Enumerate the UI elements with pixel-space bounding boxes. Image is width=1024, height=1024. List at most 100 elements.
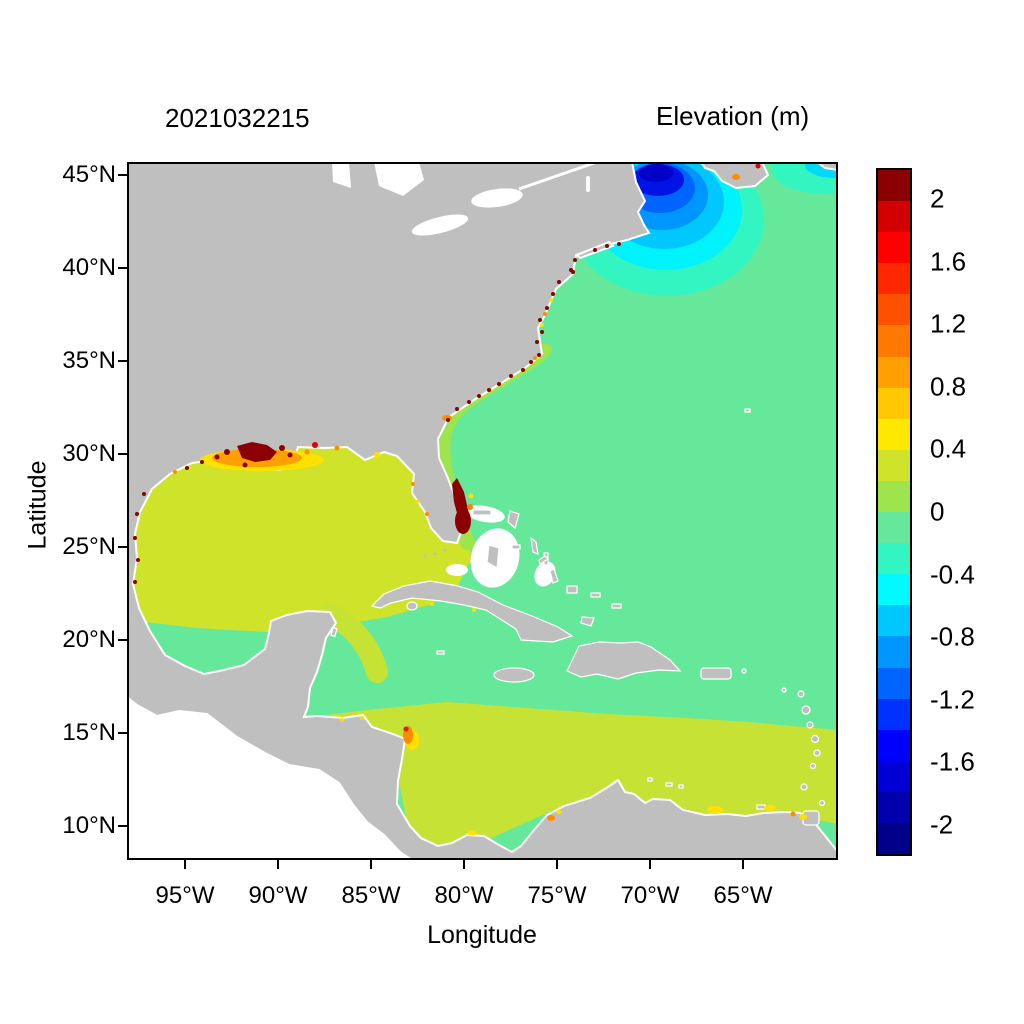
- colorbar-label: 0.8: [930, 371, 967, 402]
- colorbar-segment: [878, 201, 910, 233]
- colorbar-label: -0.4: [930, 559, 975, 590]
- colorbar-label: -1.2: [930, 684, 975, 715]
- x-axis-label: Longitude: [427, 921, 537, 949]
- x-tick-label: 90°W: [248, 882, 308, 909]
- y-tick-label: 30°N: [62, 440, 116, 467]
- colorbar-segment: [878, 356, 910, 388]
- colorbar-segment: [878, 294, 910, 326]
- x-tick-mark: [649, 860, 651, 869]
- y-tick-mark: [118, 732, 127, 734]
- colorbar-segment: [878, 698, 910, 730]
- isla-juventud: [406, 601, 418, 611]
- florida-keys: [423, 548, 447, 558]
- y-tick-label: 15°N: [62, 719, 116, 746]
- lake-champlain: [586, 176, 590, 192]
- y-tick-mark: [118, 639, 127, 641]
- aruba: [647, 777, 653, 782]
- colorbar-label: -1.6: [930, 746, 975, 777]
- curacao: [665, 782, 673, 787]
- colorbar-label: 1.6: [930, 246, 967, 277]
- x-tick-mark: [370, 860, 372, 869]
- colorbar-segment: [878, 822, 910, 855]
- colorbar-segment: [878, 574, 910, 606]
- lake-ontario: [471, 188, 523, 208]
- colorbar-label: -0.8: [930, 621, 975, 652]
- puerto-rico: [700, 667, 732, 680]
- map-plot-area: [126, 144, 882, 861]
- x-tick-mark: [277, 860, 279, 869]
- colorbar-segment: [878, 543, 910, 575]
- y-tick-mark: [118, 267, 127, 269]
- bahamas: [472, 408, 751, 627]
- lesser-antilles: [647, 668, 826, 826]
- colorbar-label: 2: [930, 183, 945, 214]
- colorbar-label: 1.2: [930, 308, 967, 339]
- hispaniola: [566, 641, 682, 680]
- colorbar-scale: [876, 168, 912, 856]
- x-tick-label: 75°W: [527, 882, 587, 909]
- caribbean-field: [304, 702, 838, 846]
- colorbar-segment: [878, 418, 910, 450]
- y-tick-label: 20°N: [62, 626, 116, 653]
- americas-mainland: [126, 161, 839, 861]
- margarita: [756, 804, 766, 810]
- colorbar-segment: [878, 729, 910, 761]
- colorbar-segment: [878, 170, 910, 202]
- y-tick-label: 40°N: [62, 254, 116, 281]
- y-tick-label: 10°N: [62, 812, 116, 839]
- x-tick-label: 85°W: [341, 882, 401, 909]
- x-tick-label: 95°W: [155, 882, 215, 909]
- jamaica: [493, 667, 535, 683]
- y-tick-mark: [118, 174, 127, 176]
- positive-anomaly-specks: [133, 163, 807, 836]
- x-tick-label: 80°W: [434, 882, 494, 909]
- colorbar-segment: [878, 791, 910, 823]
- cozumel: [330, 626, 338, 638]
- y-tick-label: 45°N: [62, 161, 116, 188]
- y-tick-label: 35°N: [62, 347, 116, 374]
- colorbar-segment: [878, 636, 910, 668]
- gulf-of-mexico-field: [127, 424, 471, 632]
- islands: [330, 408, 826, 826]
- colorbar-title: Elevation (m): [656, 101, 810, 131]
- colorbar-segment: [878, 512, 910, 544]
- colorbar-segment: [878, 760, 910, 792]
- colorbar-segment: [878, 325, 910, 357]
- colorbar-label: 0: [930, 496, 945, 527]
- x-tick-label: 70°W: [620, 882, 680, 909]
- colorbar-segment: [878, 232, 910, 264]
- cayman: [436, 650, 445, 655]
- ocean-positive-regions: [127, 343, 838, 846]
- colorbar-label: 0.4: [930, 433, 967, 464]
- timestamp-title: 2021032215: [165, 103, 310, 133]
- pacific-no-data: [127, 697, 412, 860]
- x-tick-mark: [184, 860, 186, 869]
- colorbar-label: -2: [930, 809, 954, 840]
- x-tick-label: 65°W: [713, 882, 773, 909]
- cuba: [370, 580, 574, 643]
- st-lawrence-river: [518, 160, 598, 191]
- colorbar-segment: [878, 387, 910, 419]
- lake-michigan: [332, 162, 351, 188]
- bermuda: [744, 408, 751, 413]
- colorbar-segment: [878, 449, 910, 481]
- great-lakes: [332, 160, 598, 236]
- colorbar-segment: [878, 480, 910, 513]
- colorbar-segment: [878, 263, 910, 295]
- plot-frame: [127, 162, 838, 860]
- x-tick-mark: [742, 860, 744, 869]
- y-tick-mark: [118, 453, 127, 455]
- y-tick-label: 25°N: [62, 533, 116, 560]
- yucatan-channel-tongue: [319, 603, 388, 683]
- x-tick-mark: [463, 860, 465, 869]
- colorbar-segment: [878, 667, 910, 699]
- elevation-map: [126, 144, 882, 861]
- lake-huron: [374, 162, 424, 196]
- x-tick-mark: [556, 860, 558, 869]
- y-tick-mark: [118, 825, 127, 827]
- lake-erie: [411, 214, 469, 236]
- y-tick-mark: [118, 546, 127, 548]
- bonaire: [678, 784, 684, 789]
- colorbar-segment: [878, 605, 910, 637]
